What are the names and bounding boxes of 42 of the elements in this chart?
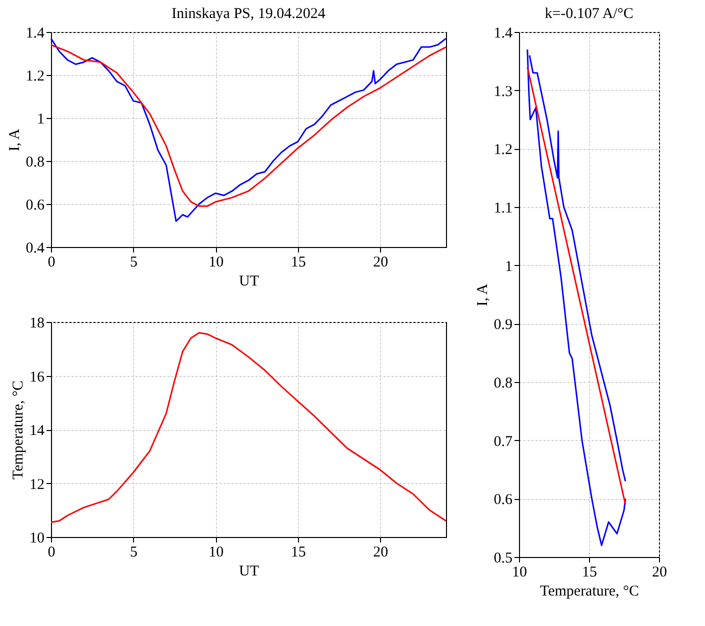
x-tick-label: 0 xyxy=(48,254,56,270)
y-tick-label: 1 xyxy=(505,258,512,275)
x-axis-title: UT xyxy=(239,564,259,580)
y-axis-title: I, A xyxy=(6,128,23,152)
y-tick-label: 16 xyxy=(30,369,45,386)
y-tick-label: 0.9 xyxy=(494,317,512,334)
y-tick-label: 1.1 xyxy=(494,200,512,216)
y-tick-label: 0.5 xyxy=(494,550,512,566)
chart-title: k=-0.107 A/°C xyxy=(544,6,634,22)
y-tick-label: 12 xyxy=(30,476,44,493)
x-axis-title: Temperature, °C xyxy=(540,584,640,600)
y-tick-label: 1.3 xyxy=(494,84,512,100)
y-tick-label: 0.4 xyxy=(26,240,45,256)
y-tick-label: 0.6 xyxy=(494,492,513,508)
x-tick-label: 5 xyxy=(130,254,138,270)
y-tick-label: 1.2 xyxy=(26,68,44,84)
x-tick-label: 10 xyxy=(208,254,224,270)
y-tick-label: 18 xyxy=(30,316,44,332)
y-tick-label: 14 xyxy=(30,423,45,439)
x-tick-label: 20 xyxy=(652,564,667,580)
y-axis-title: Temperature, °C xyxy=(10,380,26,480)
x-tick-label: 15 xyxy=(290,254,306,270)
x-tick-label: 15 xyxy=(582,564,597,580)
x-tick-label: 10 xyxy=(512,564,527,580)
x-tick-label: 20 xyxy=(373,544,388,560)
x-tick-label: 15 xyxy=(290,544,306,560)
y-tick-label: 1 xyxy=(37,112,44,128)
y-tick-label: 0.8 xyxy=(26,154,44,170)
y-tick-label: 1.4 xyxy=(26,26,45,42)
y-tick-label: 0.7 xyxy=(494,434,513,450)
x-axis-title: UT xyxy=(239,274,259,290)
y-tick-label: 0.8 xyxy=(494,376,512,392)
y-tick-label: 1.2 xyxy=(494,142,512,158)
y-tick-label: 0.6 xyxy=(26,198,45,214)
x-tick-label: 0 xyxy=(48,544,56,560)
x-tick-label: 20 xyxy=(373,254,388,270)
y-tick-label: 1.4 xyxy=(494,26,513,42)
x-tick-label: 10 xyxy=(208,544,224,560)
x-tick-label: 5 xyxy=(130,544,138,560)
y-tick-label: 10 xyxy=(30,530,44,546)
y-axis-title: I, A xyxy=(474,284,491,306)
chart-title: Ininskaya PS, 19.04.2024 xyxy=(172,6,326,22)
